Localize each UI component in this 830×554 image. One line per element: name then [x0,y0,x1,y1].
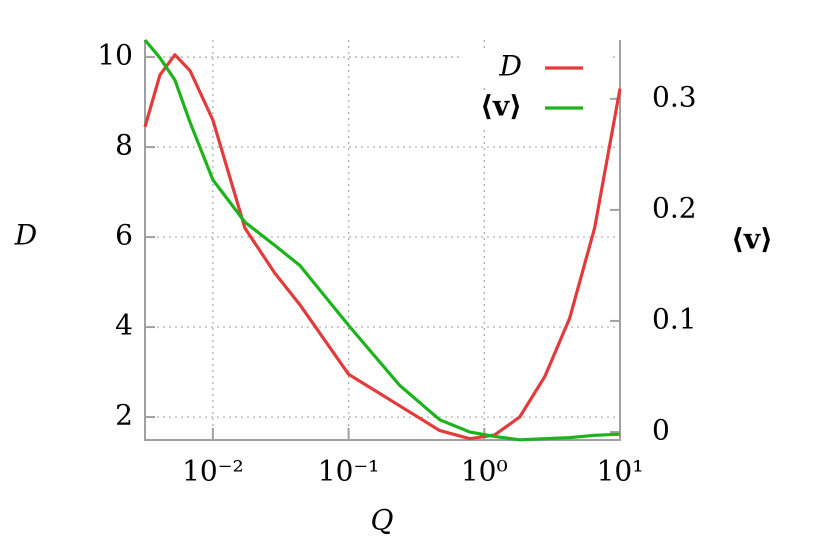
y2-tick-label: 0 [652,414,670,447]
axis-frame [144,40,621,441]
x-tick-label: 10¹ [597,455,644,488]
y-tick-label: 4 [115,309,133,342]
y-tick-label: 8 [115,129,133,162]
x-tick-label: 10⁻¹ [318,455,380,488]
series-line [143,38,621,442]
x-tick-label: 10⁰ [461,455,508,488]
legend-label: ⟨v⟩ [480,90,522,123]
y-tick-label: 6 [115,219,133,252]
legend-bg [460,90,610,126]
x-axis-label: Q [371,504,394,537]
y2-tick-label: 0.3 [652,80,697,113]
x-tick-label: 10⁻² [182,455,244,488]
y-tick-label: 10 [97,39,133,72]
y2-axis-label: ⟨v⟩ [731,223,773,256]
legend-label: D [499,50,522,83]
series-line [143,53,622,441]
legend-bg [460,50,610,86]
y2-tick-label: 0.2 [652,191,697,224]
y-axis-label: D [14,219,37,252]
y2-tick-label: 0.1 [652,302,697,335]
y-tick-label: 2 [115,399,133,432]
